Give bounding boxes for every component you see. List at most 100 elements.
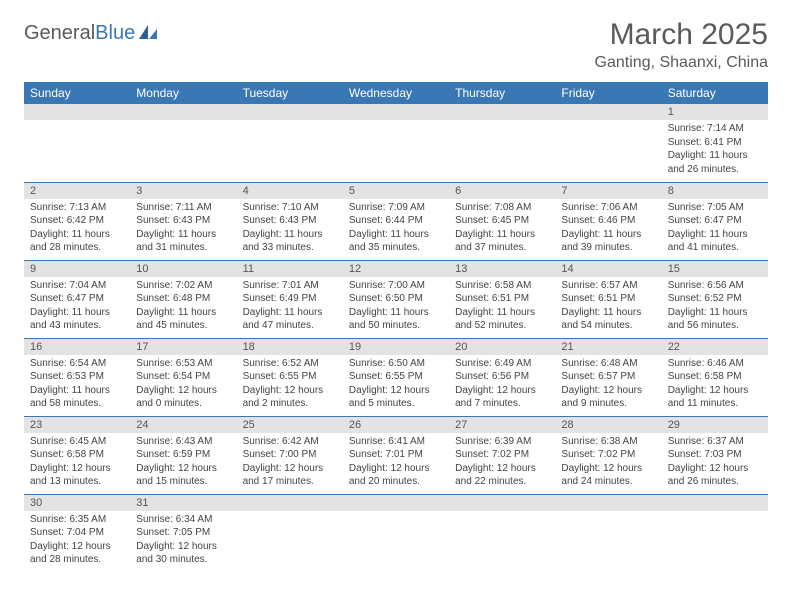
daylight-text: Daylight: 12 hours and 5 minutes. <box>349 384 443 411</box>
day-body: Sunrise: 7:00 AMSunset: 6:50 PMDaylight:… <box>343 277 449 337</box>
sunrise-text: Sunrise: 6:38 AM <box>561 435 655 449</box>
sunset-text: Sunset: 7:01 PM <box>349 448 443 462</box>
daylight-text: Daylight: 12 hours and 2 minutes. <box>243 384 337 411</box>
header-right: March 2025 Ganting, Shaanxi, China <box>595 18 768 72</box>
calendar-cell: 14Sunrise: 6:57 AMSunset: 6:51 PMDayligh… <box>555 260 661 338</box>
day-body: Sunrise: 6:38 AMSunset: 7:02 PMDaylight:… <box>555 433 661 493</box>
day-number <box>237 495 343 511</box>
day-body: Sunrise: 6:43 AMSunset: 6:59 PMDaylight:… <box>130 433 236 493</box>
daylight-text: Daylight: 11 hours and 26 minutes. <box>668 149 762 176</box>
sunrise-text: Sunrise: 7:01 AM <box>243 279 337 293</box>
day-body: Sunrise: 6:41 AMSunset: 7:01 PMDaylight:… <box>343 433 449 493</box>
daylight-text: Daylight: 11 hours and 37 minutes. <box>455 228 549 255</box>
sunset-text: Sunset: 6:44 PM <box>349 214 443 228</box>
daylight-text: Daylight: 12 hours and 30 minutes. <box>136 540 230 567</box>
month-title: March 2025 <box>595 18 768 52</box>
daylight-text: Daylight: 12 hours and 17 minutes. <box>243 462 337 489</box>
day-number: 30 <box>24 495 130 511</box>
sunset-text: Sunset: 6:51 PM <box>455 292 549 306</box>
sunset-text: Sunset: 6:45 PM <box>455 214 549 228</box>
day-number: 2 <box>24 183 130 199</box>
sunset-text: Sunset: 6:43 PM <box>243 214 337 228</box>
day-number: 5 <box>343 183 449 199</box>
sunrise-text: Sunrise: 6:58 AM <box>455 279 549 293</box>
day-number: 4 <box>237 183 343 199</box>
calendar-cell: 22Sunrise: 6:46 AMSunset: 6:58 PMDayligh… <box>662 338 768 416</box>
sunset-text: Sunset: 6:55 PM <box>243 370 337 384</box>
sunset-text: Sunset: 6:54 PM <box>136 370 230 384</box>
logo: GeneralBlue <box>24 22 159 45</box>
sunset-text: Sunset: 7:02 PM <box>455 448 549 462</box>
daylight-text: Daylight: 12 hours and 24 minutes. <box>561 462 655 489</box>
day-body: Sunrise: 6:50 AMSunset: 6:55 PMDaylight:… <box>343 355 449 415</box>
day-number: 20 <box>449 339 555 355</box>
daylight-text: Daylight: 12 hours and 22 minutes. <box>455 462 549 489</box>
day-number <box>555 104 661 120</box>
sunrise-text: Sunrise: 6:39 AM <box>455 435 549 449</box>
day-number <box>555 495 661 511</box>
sunrise-text: Sunrise: 7:13 AM <box>30 201 124 215</box>
weekday-header: Sunday <box>24 82 130 104</box>
sunset-text: Sunset: 6:56 PM <box>455 370 549 384</box>
logo-text-1: General <box>24 22 95 44</box>
day-number: 11 <box>237 261 343 277</box>
calendar-cell: 9Sunrise: 7:04 AMSunset: 6:47 PMDaylight… <box>24 260 130 338</box>
daylight-text: Daylight: 12 hours and 20 minutes. <box>349 462 443 489</box>
calendar-cell: 28Sunrise: 6:38 AMSunset: 7:02 PMDayligh… <box>555 416 661 494</box>
sunrise-text: Sunrise: 6:49 AM <box>455 357 549 371</box>
sunset-text: Sunset: 6:58 PM <box>30 448 124 462</box>
day-number: 8 <box>662 183 768 199</box>
sunrise-text: Sunrise: 6:54 AM <box>30 357 124 371</box>
calendar-cell: 20Sunrise: 6:49 AMSunset: 6:56 PMDayligh… <box>449 338 555 416</box>
sunrise-text: Sunrise: 7:05 AM <box>668 201 762 215</box>
daylight-text: Daylight: 11 hours and 39 minutes. <box>561 228 655 255</box>
sunset-text: Sunset: 6:49 PM <box>243 292 337 306</box>
sunset-text: Sunset: 6:43 PM <box>136 214 230 228</box>
daylight-text: Daylight: 11 hours and 41 minutes. <box>668 228 762 255</box>
day-number: 3 <box>130 183 236 199</box>
daylight-text: Daylight: 12 hours and 13 minutes. <box>30 462 124 489</box>
day-body: Sunrise: 6:57 AMSunset: 6:51 PMDaylight:… <box>555 277 661 337</box>
sunrise-text: Sunrise: 7:11 AM <box>136 201 230 215</box>
daylight-text: Daylight: 11 hours and 45 minutes. <box>136 306 230 333</box>
header-bar: GeneralBlue March 2025 Ganting, Shaanxi,… <box>24 18 768 72</box>
sunrise-text: Sunrise: 6:52 AM <box>243 357 337 371</box>
day-body: Sunrise: 7:11 AMSunset: 6:43 PMDaylight:… <box>130 199 236 259</box>
daylight-text: Daylight: 11 hours and 33 minutes. <box>243 228 337 255</box>
sunrise-text: Sunrise: 6:45 AM <box>30 435 124 449</box>
sail-icon <box>137 23 159 44</box>
day-body: Sunrise: 6:42 AMSunset: 7:00 PMDaylight:… <box>237 433 343 493</box>
calendar-cell <box>130 104 236 182</box>
day-number: 7 <box>555 183 661 199</box>
sunset-text: Sunset: 7:05 PM <box>136 526 230 540</box>
sunrise-text: Sunrise: 6:57 AM <box>561 279 655 293</box>
calendar-cell: 19Sunrise: 6:50 AMSunset: 6:55 PMDayligh… <box>343 338 449 416</box>
sunrise-text: Sunrise: 6:48 AM <box>561 357 655 371</box>
day-number: 29 <box>662 417 768 433</box>
calendar-cell <box>555 494 661 572</box>
sunrise-text: Sunrise: 6:53 AM <box>136 357 230 371</box>
day-body: Sunrise: 6:34 AMSunset: 7:05 PMDaylight:… <box>130 511 236 571</box>
day-body: Sunrise: 7:01 AMSunset: 6:49 PMDaylight:… <box>237 277 343 337</box>
day-body: Sunrise: 7:04 AMSunset: 6:47 PMDaylight:… <box>24 277 130 337</box>
daylight-text: Daylight: 11 hours and 56 minutes. <box>668 306 762 333</box>
calendar-head: SundayMondayTuesdayWednesdayThursdayFrid… <box>24 82 768 104</box>
sunset-text: Sunset: 6:57 PM <box>561 370 655 384</box>
sunrise-text: Sunrise: 7:10 AM <box>243 201 337 215</box>
calendar-cell: 1Sunrise: 7:14 AMSunset: 6:41 PMDaylight… <box>662 104 768 182</box>
sunrise-text: Sunrise: 7:04 AM <box>30 279 124 293</box>
day-body: Sunrise: 7:13 AMSunset: 6:42 PMDaylight:… <box>24 199 130 259</box>
logo-text: GeneralBlue <box>24 22 135 45</box>
day-body: Sunrise: 6:45 AMSunset: 6:58 PMDaylight:… <box>24 433 130 493</box>
day-number <box>130 104 236 120</box>
daylight-text: Daylight: 12 hours and 26 minutes. <box>668 462 762 489</box>
sunrise-text: Sunrise: 7:08 AM <box>455 201 549 215</box>
daylight-text: Daylight: 11 hours and 28 minutes. <box>30 228 124 255</box>
day-number: 28 <box>555 417 661 433</box>
day-number: 21 <box>555 339 661 355</box>
calendar-cell: 5Sunrise: 7:09 AMSunset: 6:44 PMDaylight… <box>343 182 449 260</box>
daylight-text: Daylight: 11 hours and 31 minutes. <box>136 228 230 255</box>
sunrise-text: Sunrise: 6:34 AM <box>136 513 230 527</box>
sunrise-text: Sunrise: 6:50 AM <box>349 357 443 371</box>
calendar-cell: 12Sunrise: 7:00 AMSunset: 6:50 PMDayligh… <box>343 260 449 338</box>
